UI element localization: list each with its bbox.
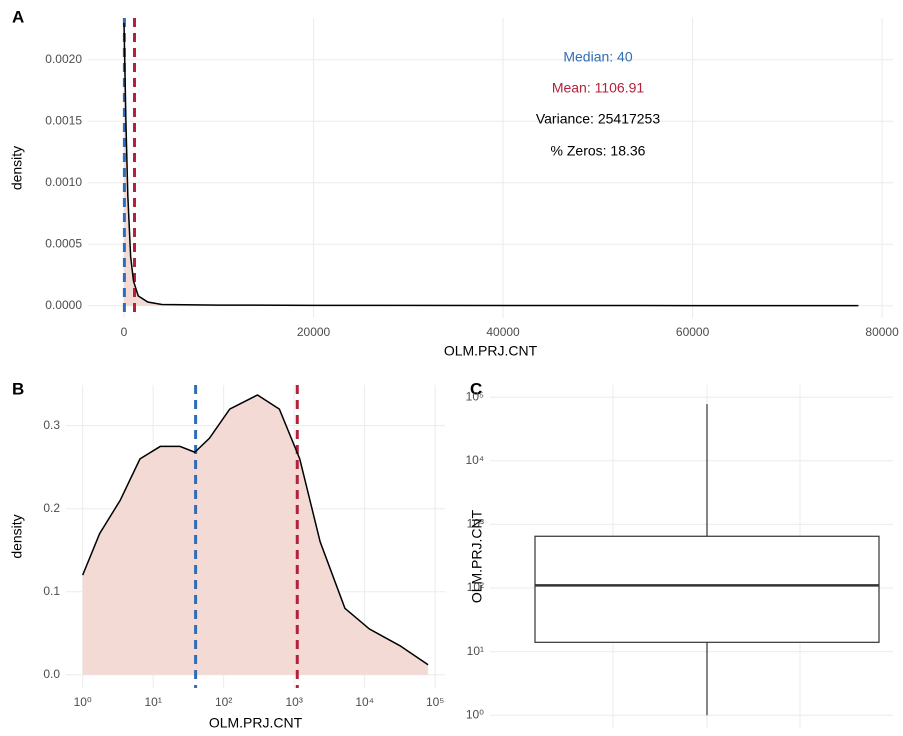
y-tick-label: 0.0015 bbox=[45, 113, 82, 127]
annotation: Median: 40 bbox=[563, 49, 632, 65]
density-area bbox=[82, 394, 429, 675]
x-tick-label: 10³ bbox=[285, 695, 302, 709]
y-axis-title: density bbox=[9, 514, 25, 558]
x-tick-label: 60000 bbox=[676, 325, 710, 339]
x-tick-label: 10⁰ bbox=[74, 695, 92, 709]
panel-tag: C bbox=[470, 379, 482, 398]
x-tick-label: 10⁴ bbox=[355, 695, 374, 709]
y-tick-label: 10³ bbox=[467, 517, 484, 531]
x-tick-label: 40000 bbox=[486, 325, 520, 339]
y-axis-title: OLM.PRJ.CNT bbox=[469, 509, 485, 603]
y-tick-label: 0.0000 bbox=[45, 298, 82, 312]
x-tick-label: 10² bbox=[215, 695, 232, 709]
y-tick-label: 10⁵ bbox=[466, 389, 484, 403]
y-tick-label: 0.1 bbox=[43, 584, 60, 598]
y-tick-label: 0.0020 bbox=[45, 52, 82, 66]
y-tick-label: 0.0 bbox=[43, 667, 60, 681]
y-tick-label: 10⁴ bbox=[465, 453, 484, 467]
annotation: Mean: 1106.91 bbox=[552, 80, 645, 96]
y-tick-label: 10¹ bbox=[467, 644, 484, 658]
annotation: Variance: 25417253 bbox=[536, 111, 660, 127]
box bbox=[534, 535, 880, 643]
x-axis-title: OLM.PRJ.CNT bbox=[444, 343, 538, 359]
x-tick-label: 10⁵ bbox=[426, 695, 444, 709]
x-tick-label: 80000 bbox=[865, 325, 899, 339]
y-tick-label: 0.0005 bbox=[45, 236, 82, 250]
y-tick-label: 10² bbox=[467, 580, 484, 594]
x-tick-label: 20000 bbox=[297, 325, 331, 339]
y-tick-label: 0.3 bbox=[43, 418, 60, 432]
y-tick-label: 10⁰ bbox=[466, 707, 484, 721]
panel-tag: B bbox=[12, 379, 24, 398]
density-line bbox=[123, 22, 859, 307]
x-tick-label: 0 bbox=[121, 325, 128, 339]
y-axis-title: density bbox=[9, 146, 25, 190]
density-area bbox=[124, 22, 859, 306]
y-tick-label: 0.2 bbox=[43, 501, 60, 515]
y-tick-label: 0.0010 bbox=[45, 175, 82, 189]
x-axis-title: OLM.PRJ.CNT bbox=[209, 715, 303, 731]
annotation: % Zeros: 18.36 bbox=[551, 143, 646, 159]
density-line bbox=[81, 394, 429, 666]
panel-tag: A bbox=[12, 7, 24, 26]
x-tick-label: 10¹ bbox=[144, 695, 161, 709]
